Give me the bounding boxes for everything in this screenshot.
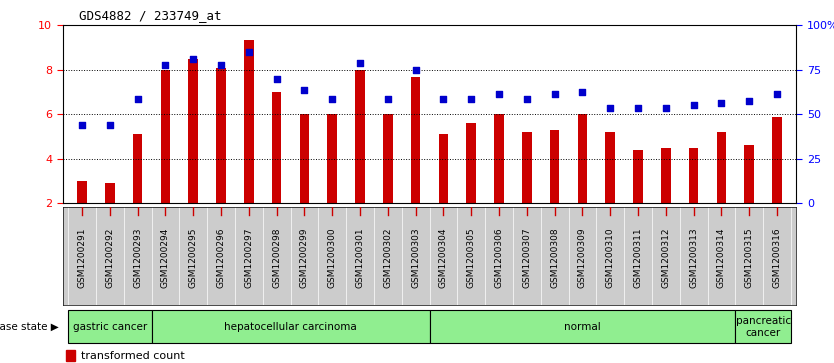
Bar — [160, 70, 170, 203]
Bar — [466, 123, 476, 203]
Text: GSM1200307: GSM1200307 — [522, 228, 531, 288]
Bar — [605, 132, 615, 203]
Bar — [133, 134, 143, 203]
Point — [520, 96, 534, 102]
Text: GSM1200300: GSM1200300 — [328, 228, 337, 288]
Point — [325, 96, 339, 102]
Point — [158, 62, 172, 68]
Point — [715, 100, 728, 106]
Bar — [216, 68, 226, 203]
Bar — [661, 148, 671, 203]
Point — [298, 87, 311, 93]
Point — [575, 89, 589, 95]
Text: GSM1200295: GSM1200295 — [188, 228, 198, 288]
Point — [604, 105, 617, 111]
Point — [437, 96, 450, 102]
Point — [548, 91, 561, 97]
Text: GDS4882 / 233749_at: GDS4882 / 233749_at — [79, 9, 222, 22]
Point — [771, 91, 784, 97]
Text: GSM1200316: GSM1200316 — [772, 228, 781, 288]
Text: normal: normal — [564, 322, 600, 332]
Text: GSM1200305: GSM1200305 — [467, 228, 475, 288]
Bar — [299, 114, 309, 203]
Bar — [577, 114, 587, 203]
Point — [131, 96, 144, 102]
Text: GSM1200291: GSM1200291 — [78, 228, 87, 288]
Text: hepatocellular carcinoma: hepatocellular carcinoma — [224, 322, 357, 332]
Text: GSM1200293: GSM1200293 — [133, 228, 142, 288]
Point — [381, 96, 394, 102]
Bar — [410, 77, 420, 203]
Point — [465, 96, 478, 102]
Text: GSM1200292: GSM1200292 — [105, 228, 114, 288]
Bar — [744, 146, 754, 203]
Bar — [550, 130, 560, 203]
Bar — [355, 70, 364, 203]
Point — [354, 60, 367, 66]
Text: GSM1200304: GSM1200304 — [439, 228, 448, 288]
Bar — [383, 114, 393, 203]
Text: GSM1200314: GSM1200314 — [717, 228, 726, 288]
Bar — [188, 59, 198, 203]
Text: GSM1200312: GSM1200312 — [661, 228, 671, 288]
Point — [659, 105, 672, 111]
Text: GSM1200306: GSM1200306 — [495, 228, 504, 288]
Text: GSM1200294: GSM1200294 — [161, 228, 170, 288]
Text: disease state ▶: disease state ▶ — [0, 322, 58, 332]
Point — [270, 76, 284, 82]
Bar — [772, 117, 781, 203]
Bar — [633, 150, 643, 203]
Bar — [716, 132, 726, 203]
Text: transformed count: transformed count — [81, 351, 184, 361]
Point — [687, 102, 701, 108]
Text: GSM1200310: GSM1200310 — [605, 228, 615, 288]
Text: GSM1200298: GSM1200298 — [272, 228, 281, 288]
Point — [187, 56, 200, 62]
Bar — [244, 40, 254, 203]
Bar — [494, 114, 504, 203]
Bar — [439, 134, 449, 203]
Text: GSM1200302: GSM1200302 — [384, 228, 392, 288]
Text: GSM1200301: GSM1200301 — [355, 228, 364, 288]
Bar — [152, 310, 430, 343]
Text: GSM1200313: GSM1200313 — [689, 228, 698, 288]
Bar — [430, 310, 736, 343]
Point — [742, 98, 756, 104]
Bar — [77, 181, 87, 203]
Text: GSM1200309: GSM1200309 — [578, 228, 587, 288]
Bar — [272, 92, 282, 203]
Point — [242, 49, 255, 55]
Text: GSM1200308: GSM1200308 — [550, 228, 559, 288]
Point — [492, 91, 505, 97]
Bar — [689, 148, 699, 203]
Point — [103, 123, 117, 129]
Text: GSM1200297: GSM1200297 — [244, 228, 254, 288]
Bar — [327, 114, 337, 203]
Text: GSM1200299: GSM1200299 — [300, 228, 309, 288]
Text: GSM1200296: GSM1200296 — [217, 228, 225, 288]
Text: GSM1200315: GSM1200315 — [745, 228, 754, 288]
Point — [75, 123, 88, 129]
Text: GSM1200311: GSM1200311 — [634, 228, 642, 288]
Bar — [66, 350, 75, 361]
Point — [214, 62, 228, 68]
Text: gastric cancer: gastric cancer — [73, 322, 147, 332]
Text: GSM1200303: GSM1200303 — [411, 228, 420, 288]
Bar — [522, 132, 532, 203]
Point — [631, 105, 645, 111]
Bar — [68, 310, 152, 343]
Text: pancreatic
cancer: pancreatic cancer — [736, 316, 791, 338]
Point — [409, 67, 422, 73]
Bar — [736, 310, 791, 343]
Bar — [105, 183, 114, 203]
